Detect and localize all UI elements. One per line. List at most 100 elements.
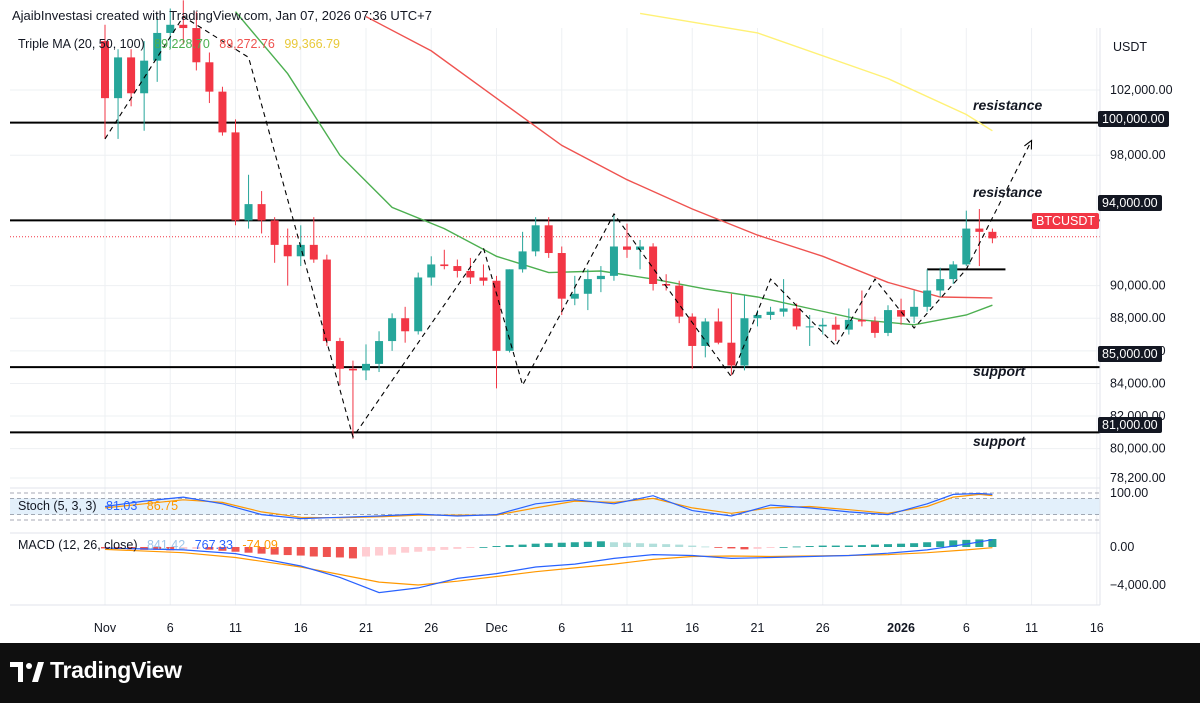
candle-body bbox=[127, 57, 136, 94]
tradingview-logo-icon bbox=[10, 662, 44, 682]
candle-body bbox=[101, 41, 109, 99]
x-tick-label: 6 bbox=[558, 621, 565, 635]
macd-histogram-bar bbox=[831, 545, 840, 547]
macd-histogram-bar bbox=[322, 547, 331, 557]
candle-body bbox=[831, 324, 840, 330]
macd-histogram-bar bbox=[296, 547, 305, 556]
trading-chart[interactable]: USDT 102,000.00 98,000.00 90,000.00 88,000.0… bbox=[0, 0, 1200, 643]
stoch-legend[interactable]: Stoch (5, 3, 3) 81.03 86.75 bbox=[18, 499, 184, 513]
macd-histogram-bar bbox=[649, 543, 658, 547]
y-tick-label: 102,000.00 bbox=[1110, 83, 1173, 97]
y-tick-label: 84,000.00 bbox=[1110, 376, 1166, 390]
grid bbox=[10, 28, 1100, 605]
candle-body bbox=[231, 132, 240, 221]
macd-histogram-bar bbox=[988, 539, 997, 547]
y-tick-label: 90,000.00 bbox=[1110, 279, 1166, 293]
candle-body bbox=[427, 264, 436, 278]
macd-histogram-bar bbox=[857, 545, 866, 547]
macd-histogram-bar bbox=[205, 547, 214, 550]
macd-histogram-bar bbox=[636, 543, 645, 547]
candle-body bbox=[179, 24, 188, 29]
macd-legend[interactable]: MACD (12, 26, close) 841.42 767.33 -74.0… bbox=[18, 538, 284, 552]
macd-histogram-bar bbox=[414, 547, 423, 552]
price-tag-100000[interactable]: 100,000.00 bbox=[1098, 111, 1169, 127]
ma100-value: 99,366.79 bbox=[284, 37, 340, 51]
candle-body bbox=[505, 269, 514, 351]
support-label-low: support bbox=[973, 433, 1026, 449]
macd-histogram-bar bbox=[388, 547, 397, 555]
macd-histogram-bar bbox=[884, 544, 892, 547]
candle-body bbox=[257, 204, 266, 221]
candle-body bbox=[623, 246, 631, 250]
macd-histogram-bar bbox=[270, 547, 279, 555]
ma-legend[interactable]: Triple MA (20, 50, 100) 89,228.70 89,272… bbox=[18, 37, 346, 51]
pattern-drawing bbox=[104, 15, 1033, 439]
candle-body bbox=[910, 306, 919, 317]
candle-body bbox=[375, 341, 384, 364]
candle-body bbox=[322, 259, 331, 342]
candle-body bbox=[727, 342, 736, 366]
brand-bar: TradingView bbox=[0, 643, 1200, 703]
macd-histogram-bar bbox=[518, 544, 527, 547]
stoch-d-value: 86.75 bbox=[146, 499, 179, 513]
macd-histogram-bar bbox=[153, 547, 162, 550]
macd-histogram-bar bbox=[348, 547, 357, 559]
macd-histogram-bar bbox=[179, 547, 188, 550]
candle-body bbox=[649, 246, 658, 284]
x-tick-label: 6 bbox=[167, 621, 174, 635]
x-tick-label: 26 bbox=[816, 621, 830, 635]
candle-body bbox=[570, 293, 579, 299]
candle-body bbox=[583, 279, 592, 294]
candle-body bbox=[805, 326, 814, 328]
candle-body bbox=[662, 284, 671, 286]
macd-histogram-bar bbox=[975, 539, 984, 547]
candle-body bbox=[440, 264, 449, 267]
macd-histogram-bar bbox=[662, 544, 671, 547]
candle-body bbox=[609, 246, 618, 276]
candle-body bbox=[779, 308, 788, 312]
stoch-k-line bbox=[104, 492, 993, 520]
macd-histogram-bar bbox=[910, 543, 919, 547]
macd-histogram-bar bbox=[583, 541, 592, 547]
candle-body bbox=[792, 308, 801, 327]
stoch-y-tick-label: 100.00 bbox=[1110, 486, 1148, 500]
macd-histogram-bar bbox=[544, 543, 553, 547]
price-tag-85000[interactable]: 85,000.00 bbox=[1098, 346, 1162, 362]
stoch-pane bbox=[10, 492, 1100, 521]
macd-histogram-bar bbox=[805, 546, 814, 547]
macd-histogram-bar bbox=[479, 547, 488, 548]
macd-line bbox=[104, 539, 993, 594]
candle-body bbox=[988, 231, 997, 239]
macd-histogram-bar bbox=[453, 547, 462, 549]
candle-body bbox=[870, 321, 879, 333]
macd-histogram-bar bbox=[283, 547, 292, 556]
macd-histogram-bar bbox=[923, 542, 932, 547]
macd-histogram-bar bbox=[727, 547, 736, 549]
stoch-k-value: 81.03 bbox=[106, 499, 138, 513]
symbol-price-tag[interactable]: BTCUSDT bbox=[1032, 213, 1100, 229]
candle-body bbox=[962, 228, 971, 265]
macd-histogram-bar bbox=[362, 547, 370, 557]
brand-name: TradingView bbox=[50, 657, 182, 683]
candle-body bbox=[479, 277, 488, 281]
macd-histogram-bar bbox=[779, 547, 788, 548]
pattern-path bbox=[104, 15, 1033, 439]
candle-body bbox=[362, 363, 370, 371]
candle-body bbox=[518, 251, 527, 270]
candle-body bbox=[192, 28, 201, 63]
ma-line bbox=[639, 12, 993, 132]
macd-histogram-bar bbox=[192, 547, 201, 549]
macd-histogram-bar bbox=[231, 547, 240, 552]
macd-histogram-bar bbox=[440, 547, 449, 550]
macd-histogram-bar bbox=[688, 545, 697, 547]
candle-body bbox=[949, 264, 958, 280]
y-tick-label: 80,000.00 bbox=[1110, 442, 1166, 456]
candle-body bbox=[714, 321, 723, 343]
x-tick-label: 2026 bbox=[887, 621, 915, 635]
price-tag-81000[interactable]: 81,000.00 bbox=[1098, 417, 1162, 433]
chart-attribution: AjaibInvestasi created with TradingView.… bbox=[12, 8, 432, 23]
candle-body bbox=[923, 290, 932, 307]
ma50-value: 89,272.76 bbox=[219, 37, 275, 51]
macd-histogram-bar bbox=[949, 540, 958, 547]
price-tag-94000[interactable]: 94,000.00 bbox=[1098, 195, 1162, 211]
